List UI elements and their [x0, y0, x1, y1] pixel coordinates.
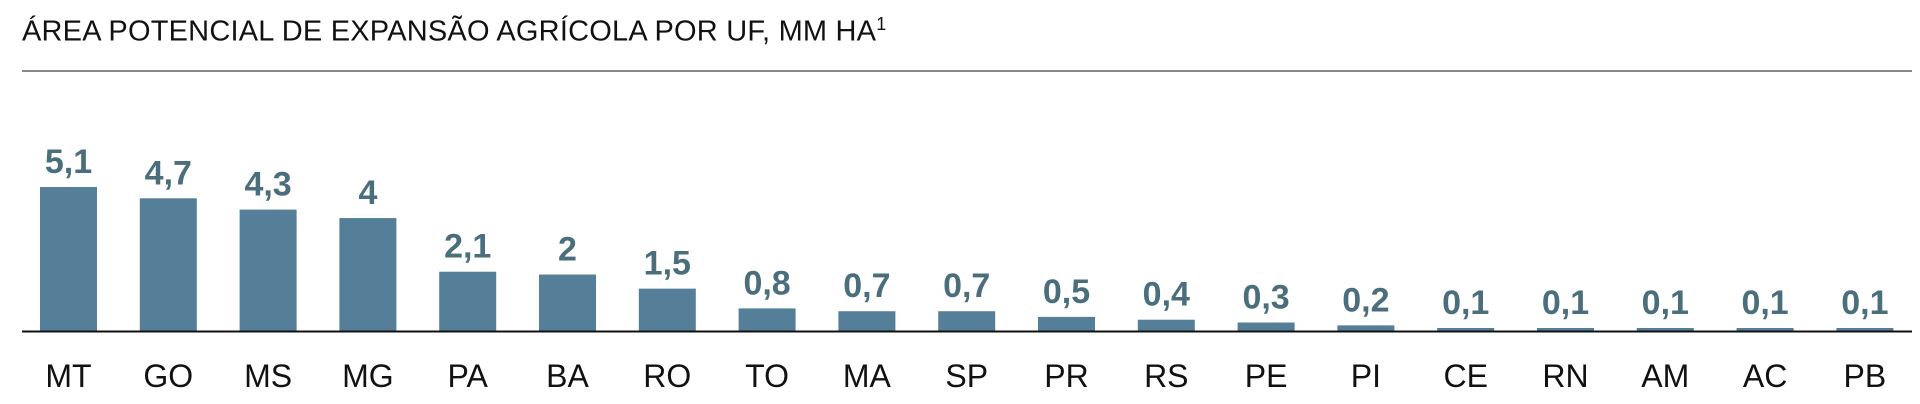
bar-ms [239, 209, 297, 331]
x-tick-label: AC [1743, 358, 1787, 394]
bar-pb [1836, 328, 1894, 331]
bar-am [1636, 328, 1694, 331]
data-label: 0,1 [1841, 284, 1888, 322]
bar-mg [339, 218, 397, 331]
x-tick-label: RN [1542, 358, 1588, 394]
x-tick-label: MT [45, 358, 91, 394]
x-tick-label: MS [244, 358, 292, 394]
bar-pr [1038, 316, 1095, 331]
data-label: 5,1 [45, 143, 92, 181]
data-label: 0,4 [1143, 276, 1190, 314]
bar-rn [1537, 328, 1594, 331]
x-tick-label: MG [342, 358, 394, 394]
bar-mt [40, 187, 97, 331]
data-label: 0,7 [943, 267, 990, 305]
x-tick-label: PR [1044, 358, 1088, 394]
x-tick-label: BA [546, 358, 589, 394]
data-label: 1,5 [644, 245, 691, 283]
data-label: 0,5 [1043, 273, 1090, 311]
bar-ba [539, 274, 596, 331]
data-label: 4 [358, 174, 377, 212]
data-label: 0,8 [743, 264, 790, 302]
x-tick-label: PE [1245, 358, 1288, 394]
x-tick-label: AM [1641, 358, 1689, 394]
bar-pa [439, 271, 497, 331]
bar-ro [638, 288, 696, 331]
title-divider [22, 70, 1912, 72]
bar-ma [838, 311, 896, 331]
data-label: 2 [558, 231, 577, 269]
bar-go [139, 198, 197, 331]
title-text: ÁREA POTENCIAL DE EXPANSÃO AGRÍCOLA POR … [22, 15, 877, 48]
bar-sp [938, 311, 996, 331]
data-label: 0,1 [1741, 284, 1788, 322]
bar-ce [1437, 328, 1495, 331]
data-label: 0,1 [1542, 284, 1589, 322]
bar-rs [1137, 319, 1195, 331]
chart-title: ÁREA POTENCIAL DE EXPANSÃO AGRÍCOLA POR … [22, 14, 886, 49]
x-tick-label: GO [143, 358, 193, 394]
x-tick-label: MA [843, 358, 892, 394]
x-tick-label: PA [448, 358, 489, 394]
x-tick-label: CE [1443, 358, 1487, 394]
x-tick-label: RS [1144, 358, 1188, 394]
data-label: 4,7 [145, 154, 192, 192]
data-label: 0,1 [1442, 284, 1489, 322]
x-tick-label: SP [945, 358, 988, 394]
title-footnote: 1 [876, 14, 887, 34]
bar-ac [1736, 328, 1794, 331]
x-tick-label: PB [1844, 358, 1887, 394]
data-label: 0,1 [1642, 284, 1689, 322]
data-label: 4,3 [244, 166, 291, 204]
bar-pe [1237, 322, 1295, 331]
bar-pi [1337, 325, 1395, 331]
x-tick-label: TO [745, 358, 789, 394]
data-label: 0,2 [1342, 281, 1389, 319]
data-label: 0,3 [1242, 279, 1289, 317]
x-tick-label: PI [1351, 358, 1381, 394]
data-label: 0,7 [843, 267, 890, 305]
x-tick-label: RO [643, 358, 691, 394]
bar-to [738, 308, 796, 331]
data-label: 2,1 [444, 228, 491, 266]
